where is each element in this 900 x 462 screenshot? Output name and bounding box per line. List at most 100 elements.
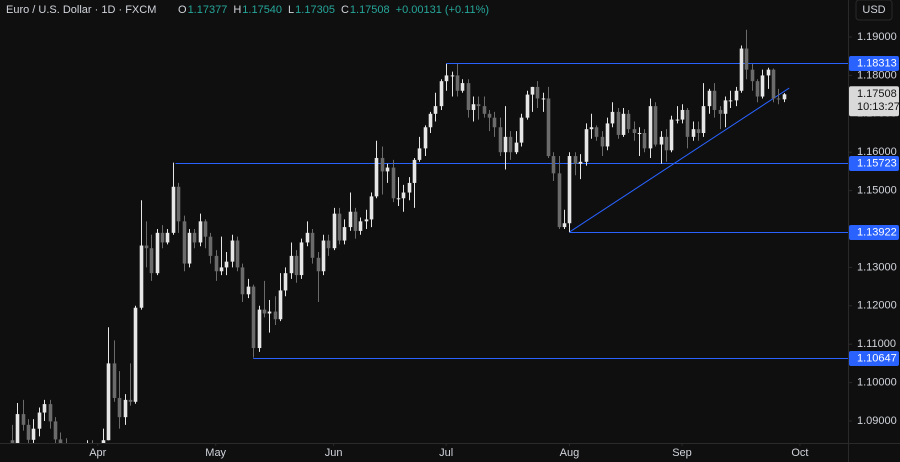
candle-body [42,404,47,413]
candle-body [675,119,680,121]
candle-body [573,156,578,164]
candle-body [192,232,197,243]
candle-body [342,227,347,241]
candle-body [444,75,449,82]
x-tick-label: Apr [89,447,106,459]
candle-body [182,221,187,264]
candle-body [514,142,519,153]
candle-body [171,186,176,233]
candle-body [626,113,631,130]
ohlc-legend: O 1.17377 H 1.17540 L 1.17305 C 1.17508 +0.00131… [178,4,489,16]
candle-body [723,100,728,114]
candle-body [364,219,369,222]
candle-body [289,255,294,274]
candle-body [101,440,106,443]
candle-body [685,109,690,137]
candle-body [476,104,481,107]
candle-body [417,148,422,160]
candle-body [594,127,599,137]
change-value: +0.00131 (+0.11%) [396,4,489,16]
ohlc-key: H [233,4,241,16]
candle-body [578,161,583,164]
currency-button[interactable] [855,0,893,21]
plot-area [10,29,848,443]
candle-body [562,223,567,228]
candle-body [776,98,781,100]
candle-body [380,157,385,172]
candle-body [519,117,524,143]
candle-body [616,111,621,135]
level-label: 1.10647 [857,352,897,364]
candle-body [525,94,530,118]
candle-body [680,109,685,120]
candle-body [771,69,776,99]
candle-body [487,113,492,118]
candle-body [278,290,283,320]
ohlc-value: 1.17377 [188,4,228,16]
candle-body [385,167,390,172]
candle-body [230,240,235,262]
candle-body [128,399,133,402]
y-tick-label: 1.19000 [857,31,897,43]
candle-body [310,232,315,258]
candle-body [106,363,111,441]
candle-body [321,240,326,272]
candle-body [455,75,460,91]
candle-body [48,404,53,422]
ohlc-key: O [178,4,187,16]
candle-body [648,106,653,149]
candle-body [701,106,706,134]
candle-body [508,136,513,153]
candle-body [165,232,170,243]
candle-body [305,232,310,243]
candle-body [546,98,551,157]
candle-body [412,159,417,183]
candle-body [423,127,428,149]
candle-body [584,129,589,162]
candle-body [653,106,658,145]
ohlc-key: C [341,4,349,16]
level-label-box [849,156,899,171]
candle-body [744,48,749,70]
level-label-box [849,225,899,240]
last-price-label: 1.17508 [857,88,897,100]
candle-body [224,261,229,268]
candle-body [240,267,245,295]
x-tick-label: Jun [325,447,343,459]
ohlc-value: 1.17508 [350,4,390,16]
ohlc-key: L [288,4,294,16]
candle-body [637,133,642,135]
candle-body [21,414,26,425]
candle-body [739,48,744,91]
candle-body [176,186,181,222]
candle-body [144,245,149,249]
candle-body [659,136,664,145]
candle-body [498,127,503,153]
candle-body [696,129,701,134]
candle-body [235,240,240,268]
candle-body [535,86,540,99]
candle-body [326,240,331,249]
y-tick-label: 1.18000 [857,69,897,81]
last-price-box [849,86,899,117]
currency-label[interactable]: USD [862,4,885,16]
candle-body [728,100,733,102]
candle-body [433,106,438,114]
candle-body [203,221,208,237]
candle-body [246,286,251,295]
candle-body [600,136,605,147]
candle-body [283,273,288,291]
candle-body [251,286,256,349]
candle-body [610,111,615,124]
candle-body [482,106,487,114]
x-tick-label: May [205,447,226,459]
y-tick-label: 1.15000 [857,185,897,197]
candle-body [632,129,637,134]
candle-body [374,157,379,197]
trendline [569,87,790,233]
candle-body [642,133,647,149]
candle-body [391,167,396,199]
candle-body [299,242,304,276]
y-tick-label: 1.12000 [857,300,897,312]
